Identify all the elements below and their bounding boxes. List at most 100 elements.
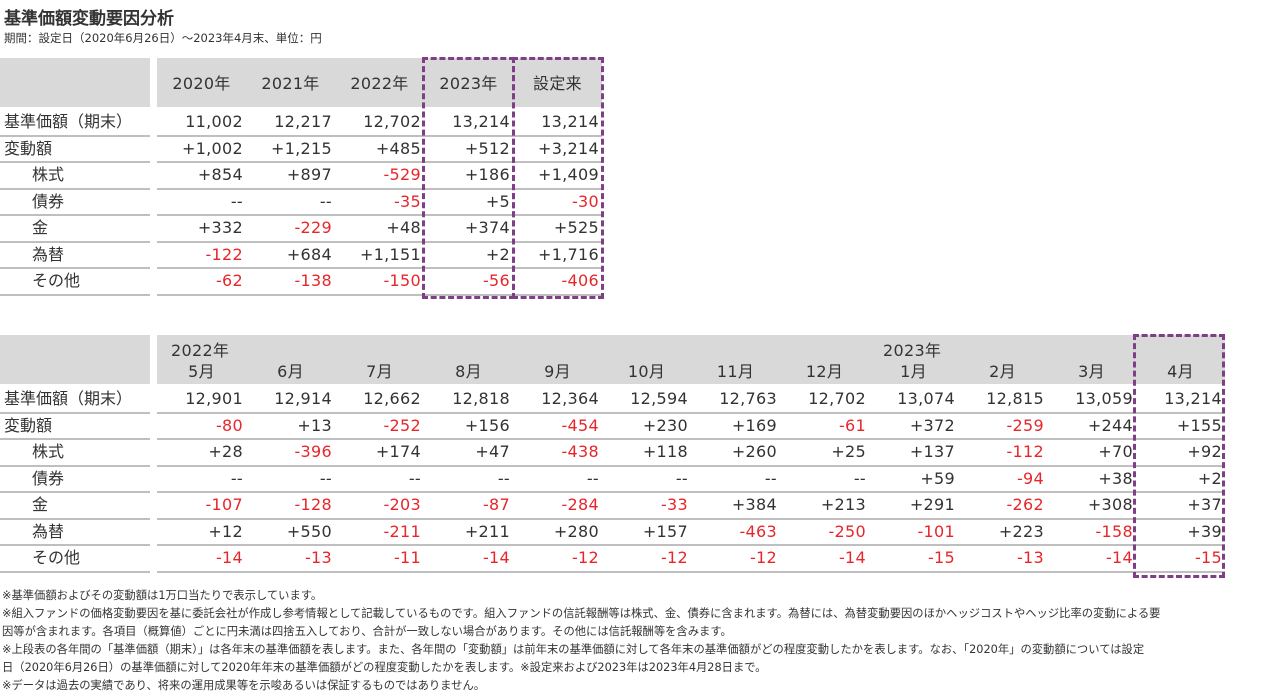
header-row: 2020年 2021年 2022年 2023年 設定来 [0, 58, 602, 110]
month-label: 3月 [1078, 362, 1105, 381]
column-header: 2022年 [350, 74, 409, 93]
row-label: 株式 [0, 440, 150, 467]
value-cell: +13 [297, 415, 332, 435]
table-row: 基準価額（期末） 12,901 12,914 12,662 12,818 12,364 12… [0, 387, 1225, 414]
value-cell: -14 [838, 548, 866, 567]
value-cell: +47 [475, 442, 510, 461]
year-label: 2023年 [883, 341, 942, 360]
value-cell: -438 [561, 442, 599, 461]
table-row: 株式 +28 -396 +174 +47 -438 +118 +260 +25 +137 -112 +… [0, 440, 1225, 467]
footnote-line: 因等が含まれます。各項目（概算値）ごとに円未満は四捨五入しており、合計が一致しな… [2, 625, 732, 638]
value-cell: -463 [739, 521, 777, 541]
value-cell: -112 [1006, 442, 1044, 461]
value-cell: 12,763 [719, 389, 777, 408]
table-row: 金 -107 -128 -203 -87 -284 -33 +384 +213 +291 -262 +… [0, 493, 1225, 520]
row-label: 基準価額（期末） [0, 387, 150, 414]
value-cell: 12,594 [630, 389, 688, 408]
value-cell: -- [853, 468, 866, 488]
row-label: その他 [0, 269, 150, 296]
month-label: 11月 [716, 362, 755, 381]
footnote-line: ※組入ファンドの価格変動要因を基に委託会社が作成し参考情報として記載しているもの… [2, 607, 1161, 620]
value-cell: +1,409 [537, 165, 599, 184]
value-cell: +485 [375, 138, 421, 158]
column-header: 3月 [1047, 335, 1136, 384]
column-header: 6月 [246, 335, 335, 384]
value-cell: 13,214 [541, 112, 599, 131]
value-cell: -250 [828, 521, 866, 541]
value-cell: -94 [1016, 468, 1044, 488]
column-header: 7月 [335, 335, 424, 384]
row-cells: -80 +13 -252 +156 -454 +230 +169 -61 +372 -259 +24… [157, 414, 1225, 440]
value-cell: +3,214 [537, 138, 599, 158]
value-cell: +244 [1087, 415, 1133, 435]
row-cells: -122 +684 +1,151 +2 +1,716 [157, 243, 602, 269]
value-cell: -15 [1194, 548, 1222, 567]
column-header: 設定来 [533, 74, 582, 93]
footnote-line: 日（2020年6月26日）の基準価額に対して2020年年末の基準価額がどの程度変… [2, 661, 767, 674]
value-cell: -13 [304, 548, 332, 567]
row-label: 債券 [0, 190, 150, 216]
value-cell: +118 [642, 442, 688, 461]
value-cell: 12,702 [363, 112, 421, 131]
column-header: 2月 [958, 335, 1047, 384]
value-cell: +2 [1197, 468, 1222, 488]
month-label: 8月 [455, 362, 482, 381]
value-cell: -107 [205, 495, 243, 514]
value-cell: -229 [294, 218, 332, 237]
row-cells: 11,002 12,217 12,702 13,214 13,214 [157, 110, 602, 137]
month-label: 2月 [989, 362, 1016, 381]
value-cell: -80 [215, 415, 243, 435]
value-cell: -396 [294, 442, 332, 461]
footnote-line: ※データは過去の実績であり、将来の運用成果等を示唆あるいは保証するものではありま… [2, 679, 486, 692]
table-row: その他 -62 -138 -150 -56 -406 [0, 269, 602, 296]
value-cell: -13 [1016, 548, 1044, 567]
value-cell: +260 [731, 442, 777, 461]
table-row: 債券 -- -- -- -- -- -- -- -- +59 -94 +38 +2 [0, 467, 1225, 493]
row-cells: +1,002 +1,215 +485 +512 +3,214 [157, 137, 602, 163]
value-cell: +372 [909, 415, 955, 435]
value-cell: -252 [383, 415, 421, 435]
column-header: 8月 [424, 335, 513, 384]
table-row: 為替 -122 +684 +1,151 +2 +1,716 [0, 243, 602, 269]
value-cell: -150 [383, 271, 421, 290]
value-cell: -- [586, 468, 599, 488]
value-cell: +308 [1087, 495, 1133, 514]
value-cell: -61 [838, 415, 866, 435]
row-label: 為替 [0, 520, 150, 546]
month-label: 5月 [188, 362, 215, 381]
value-cell: 12,818 [452, 389, 510, 408]
value-cell: +384 [731, 495, 777, 514]
value-cell: -128 [294, 495, 332, 514]
value-cell: +5 [485, 191, 510, 211]
column-header: 2020年 [172, 74, 231, 93]
value-cell: +2 [485, 244, 510, 264]
value-cell: -406 [561, 271, 599, 290]
month-label: 7月 [366, 362, 393, 381]
header-row: 2022年 5月 6月 7月 8月 9月 10月 11月 12月 2023年 1月 2月 3月 4月 [0, 335, 1225, 387]
value-cell: 12,364 [541, 389, 599, 408]
row-cells: -- -- -35 +5 -30 [157, 190, 602, 216]
month-label: 12月 [805, 362, 844, 381]
value-cell: -203 [383, 495, 421, 514]
table-row: その他 -14 -13 -11 -14 -12 -12 -12 -14 -15 -13 -14 -15 [0, 546, 1225, 573]
value-cell: +70 [1098, 442, 1133, 461]
row-cells: +332 -229 +48 +374 +525 [157, 216, 602, 243]
monthly-factor-table: 2022年 5月 6月 7月 8月 9月 10月 11月 12月 2023年 1月 2月 3月 4月 基準価… [0, 335, 1225, 573]
row-label: 基準価額（期末） [0, 110, 150, 137]
row-cells: 12,901 12,914 12,662 12,818 12,364 12,594 12,7… [157, 387, 1225, 414]
value-cell: +39 [1187, 521, 1222, 541]
value-cell: +525 [553, 218, 599, 237]
value-cell: 12,901 [185, 389, 243, 408]
row-cells: +854 +897 -529 +186 +1,409 [157, 163, 602, 190]
value-cell: -- [497, 468, 510, 488]
value-cell: +1,215 [270, 138, 332, 158]
value-cell: +211 [464, 521, 510, 541]
month-label: 1月 [900, 362, 927, 381]
month-label: 9月 [544, 362, 571, 381]
value-cell: +332 [197, 218, 243, 237]
value-cell: -14 [1105, 548, 1133, 567]
row-cells: -107 -128 -203 -87 -284 -33 +384 +213 +291 -262 +3… [157, 493, 1225, 520]
value-cell: +25 [831, 442, 866, 461]
column-header: 2021年 [261, 74, 320, 93]
value-cell: -15 [927, 548, 955, 567]
